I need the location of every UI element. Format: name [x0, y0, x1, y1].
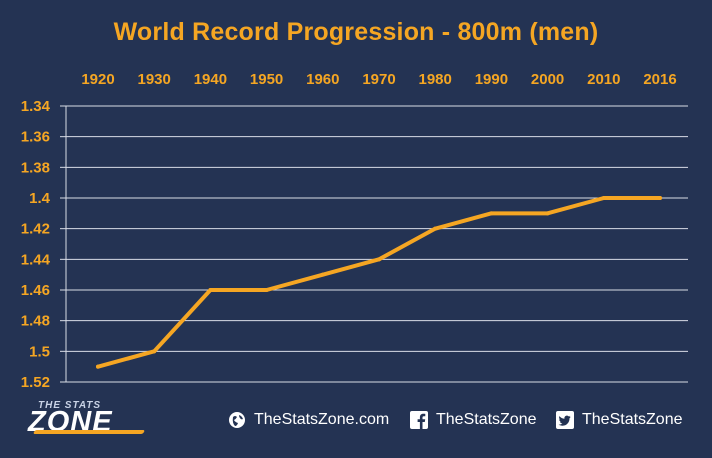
- x-tick-label: 2000: [531, 71, 564, 88]
- x-tick-label: 1990: [475, 71, 508, 88]
- y-tick-label: 1.38: [21, 159, 50, 176]
- brand-logo-top: THE STATS: [38, 400, 102, 411]
- x-tick-label: 1960: [306, 71, 339, 88]
- data-point: [658, 196, 662, 200]
- x-tick-label: 1920: [81, 71, 114, 88]
- chart-title: World Record Progression - 800m (men): [113, 18, 599, 46]
- x-tick-label: 2016: [643, 71, 676, 88]
- y-tick-label: 1.52: [21, 374, 50, 391]
- footer-website-label: TheStatsZone.com: [254, 411, 390, 428]
- data-point: [601, 196, 606, 200]
- facebook-icon: [410, 411, 428, 429]
- footer-facebook[interactable]: TheStatsZone: [410, 408, 537, 432]
- y-tick-label: 1.42: [21, 221, 50, 238]
- data-point: [320, 272, 325, 277]
- footer-twitter-label: TheStatsZone: [582, 411, 683, 428]
- data-point: [433, 226, 438, 231]
- globe-icon: [228, 411, 246, 429]
- series-line: [96, 196, 662, 369]
- brand-logo-main: ZONE: [28, 406, 113, 438]
- brand-logo-swoosh: [32, 430, 146, 434]
- data-point: [377, 257, 381, 262]
- data-point: [208, 288, 213, 292]
- data-point: [96, 364, 100, 369]
- x-tick-label: 1930: [138, 71, 171, 88]
- y-tick-label: 1.5: [29, 343, 50, 360]
- y-tick-label: 1.46: [21, 282, 50, 299]
- footer-twitter[interactable]: TheStatsZone: [556, 408, 683, 432]
- grid-lines: [66, 105, 688, 383]
- x-tick-label: 1940: [194, 71, 227, 88]
- y-tick-label: 1.48: [21, 313, 50, 330]
- y-tick-label: 1.4: [29, 190, 51, 207]
- series-lines: [96, 196, 662, 369]
- y-tick-label: 1.34: [21, 98, 51, 115]
- y-tick-label: 1.44: [21, 251, 51, 268]
- data-point: [545, 211, 550, 216]
- brand-logo: THE STATS ZONE: [28, 400, 158, 440]
- y-tick-label: 1.36: [21, 129, 50, 146]
- y-tick-labels: 1.34 1.36 1.38 1.4 1.42 1.44 1.46 1.48 1.5 1.52: [21, 98, 51, 391]
- x-tick-label: 2010: [587, 71, 620, 88]
- x-tick-label: 1950: [250, 71, 283, 88]
- footer-website[interactable]: TheStatsZone.com: [228, 408, 389, 432]
- twitter-icon: [556, 411, 574, 429]
- data-point: [489, 211, 494, 216]
- axes: [60, 105, 67, 383]
- x-tick-label: 1970: [362, 71, 395, 88]
- x-tick-labels: 1920 1930 1940 1950 1960 1970 1980 1990 2000 2010…: [81, 71, 676, 88]
- data-point: [152, 349, 157, 354]
- data-point: [264, 288, 269, 292]
- x-tick-label: 1980: [419, 71, 452, 88]
- footer-facebook-label: TheStatsZone: [436, 411, 537, 428]
